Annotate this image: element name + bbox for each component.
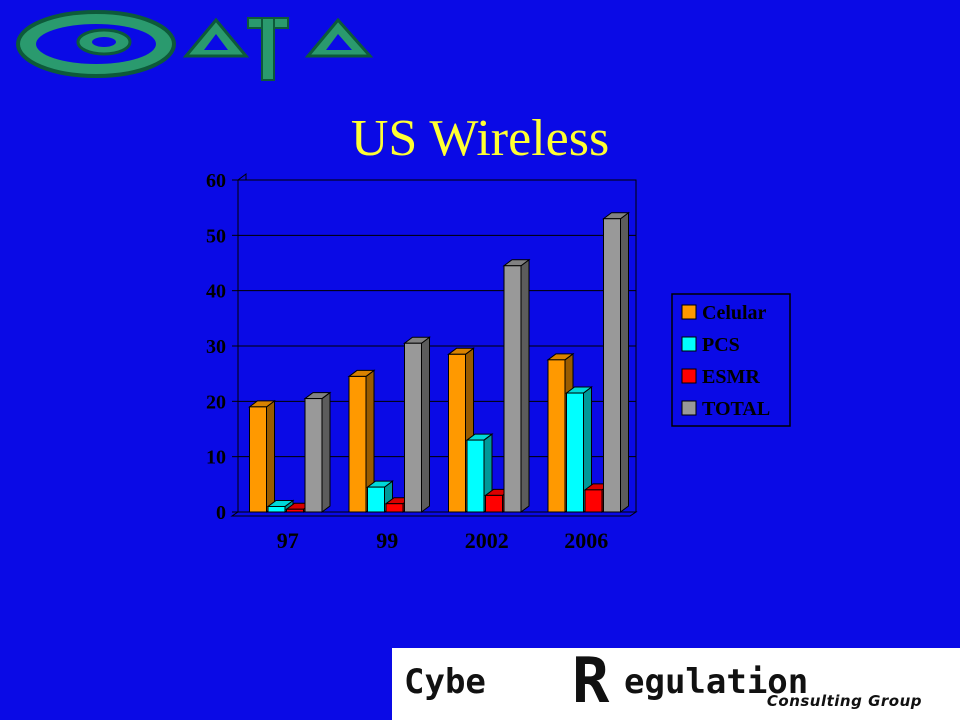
bar-esmr-97 [286,508,304,513]
bar-esmr-99 [385,503,404,513]
bar-celular-2002 [448,353,466,513]
bar-pcs-2002 [466,439,485,513]
bar-celular-97 [249,406,267,513]
legend-label: Celular [702,302,767,324]
legend-label: TOTAL [702,398,770,420]
legend-swatch [681,368,697,384]
bar-side [620,211,629,513]
brand-subtitle: Consulting Group [766,692,922,710]
bar-esmr-2006 [584,489,603,513]
at-delta-logo [16,10,373,81]
legend-swatch [681,304,697,320]
legend-label: ESMR [702,366,760,388]
bar-pcs-2006 [566,392,584,513]
bar-celular-99 [348,375,367,513]
bar-pcs-99 [367,486,385,513]
brand-word-1: Cybe [404,662,486,702]
y-tick-label: 40 [206,281,226,303]
brand-logo: Cybe R egulation Consulting Group [392,644,960,720]
bar-side [421,336,430,513]
y-tick-label: 30 [206,336,226,358]
bar-total-97 [304,398,323,513]
y-tick-label: 0 [216,502,226,524]
x-tick-label: 99 [376,528,398,553]
plot-floor [230,511,638,517]
bar-celular-2006 [547,359,566,513]
bar-side [266,399,275,513]
bar-pcs-97 [267,505,286,513]
bar-total-2002 [503,265,522,513]
x-tick-label: 2002 [465,528,509,553]
page-title: US Wireless [350,110,610,167]
legend-label: PCS [702,334,740,356]
y-tick-label: 10 [206,447,226,469]
x-tick-label: 2006 [564,528,608,553]
brand-word-2: R [572,644,610,717]
y-tick-label: 20 [206,391,226,413]
bar-side [321,391,331,513]
y-tick-label: 50 [206,225,226,247]
bar-side [520,258,530,513]
legend-swatch [681,400,697,416]
brand-word-3: egulation [624,662,809,702]
legend-swatch [681,336,697,352]
x-tick-label: 97 [277,528,299,553]
bar-esmr-2002 [485,494,503,513]
y-tick-label: 60 [206,170,226,192]
bar-total-2006 [603,218,621,513]
bar-total-99 [404,342,422,513]
